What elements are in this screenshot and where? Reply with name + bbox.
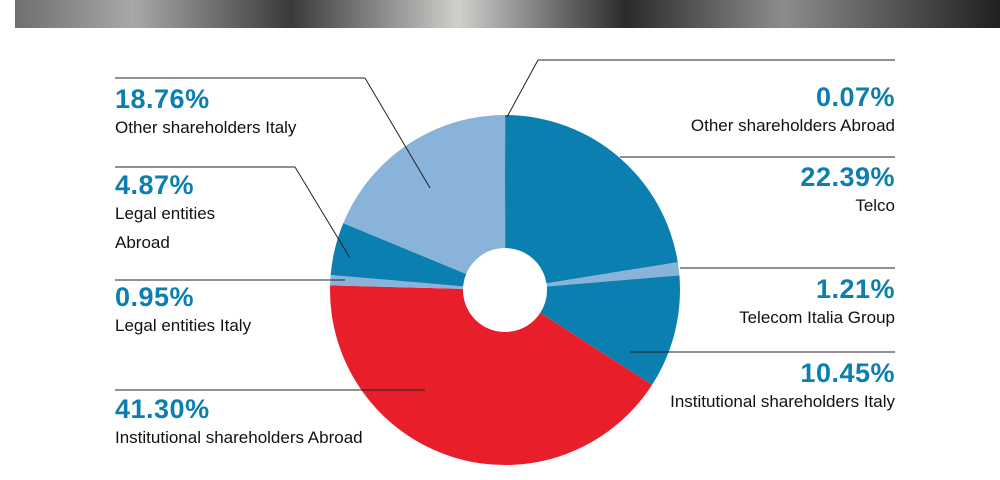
slice-label: 22.39% Telco: [595, 164, 895, 220]
value-label: 22.39%: [800, 162, 895, 192]
category-label: Legal entities Abroad: [115, 204, 216, 252]
pie-slice: [343, 115, 505, 274]
pie-slice: [330, 274, 464, 289]
pie-slice: [546, 262, 680, 287]
category-label: Other shareholders Italy: [115, 118, 297, 137]
category-label: Institutional shareholders Italy: [670, 392, 895, 411]
value-label: 10.45%: [800, 358, 895, 388]
category-label: Telecom Italia Group: [739, 308, 895, 327]
pie-slice: [330, 223, 467, 287]
value-label: 41.30%: [115, 394, 210, 424]
slice-label: 1.21% Telecom Italia Group: [595, 276, 895, 332]
slice-label: 18.76% Other shareholders Italy: [115, 86, 415, 142]
category-label: Institutional shareholders Abroad: [115, 428, 363, 447]
category-label: Telco: [855, 196, 895, 215]
callout-leader: [506, 59, 539, 118]
slice-label: 10.45% Institutional shareholders Italy: [650, 360, 895, 416]
banner-photo: [15, 0, 1000, 28]
slice-label: 4.87% Legal entities Abroad: [115, 172, 255, 257]
slice-label: 41.30% Institutional shareholders Abroad: [115, 396, 365, 452]
value-label: 0.95%: [115, 282, 195, 312]
value-label: 1.21%: [815, 274, 895, 304]
slice-label: 0.95% Legal entities Italy: [115, 284, 365, 340]
value-label: 18.76%: [115, 84, 210, 114]
pie-slice: [505, 115, 506, 249]
value-label: 0.07%: [815, 82, 895, 112]
slice-label: 0.07% Other shareholders Abroad: [595, 84, 895, 140]
value-label: 4.87%: [115, 170, 195, 200]
pie-slice: [540, 275, 680, 385]
category-label: Legal entities Italy: [115, 316, 252, 335]
pie-slice: [505, 115, 678, 284]
pie-slice: [330, 285, 653, 465]
callout-leader: [364, 77, 431, 189]
category-label: Other shareholders Abroad: [690, 116, 895, 135]
callout-leader: [294, 166, 351, 259]
